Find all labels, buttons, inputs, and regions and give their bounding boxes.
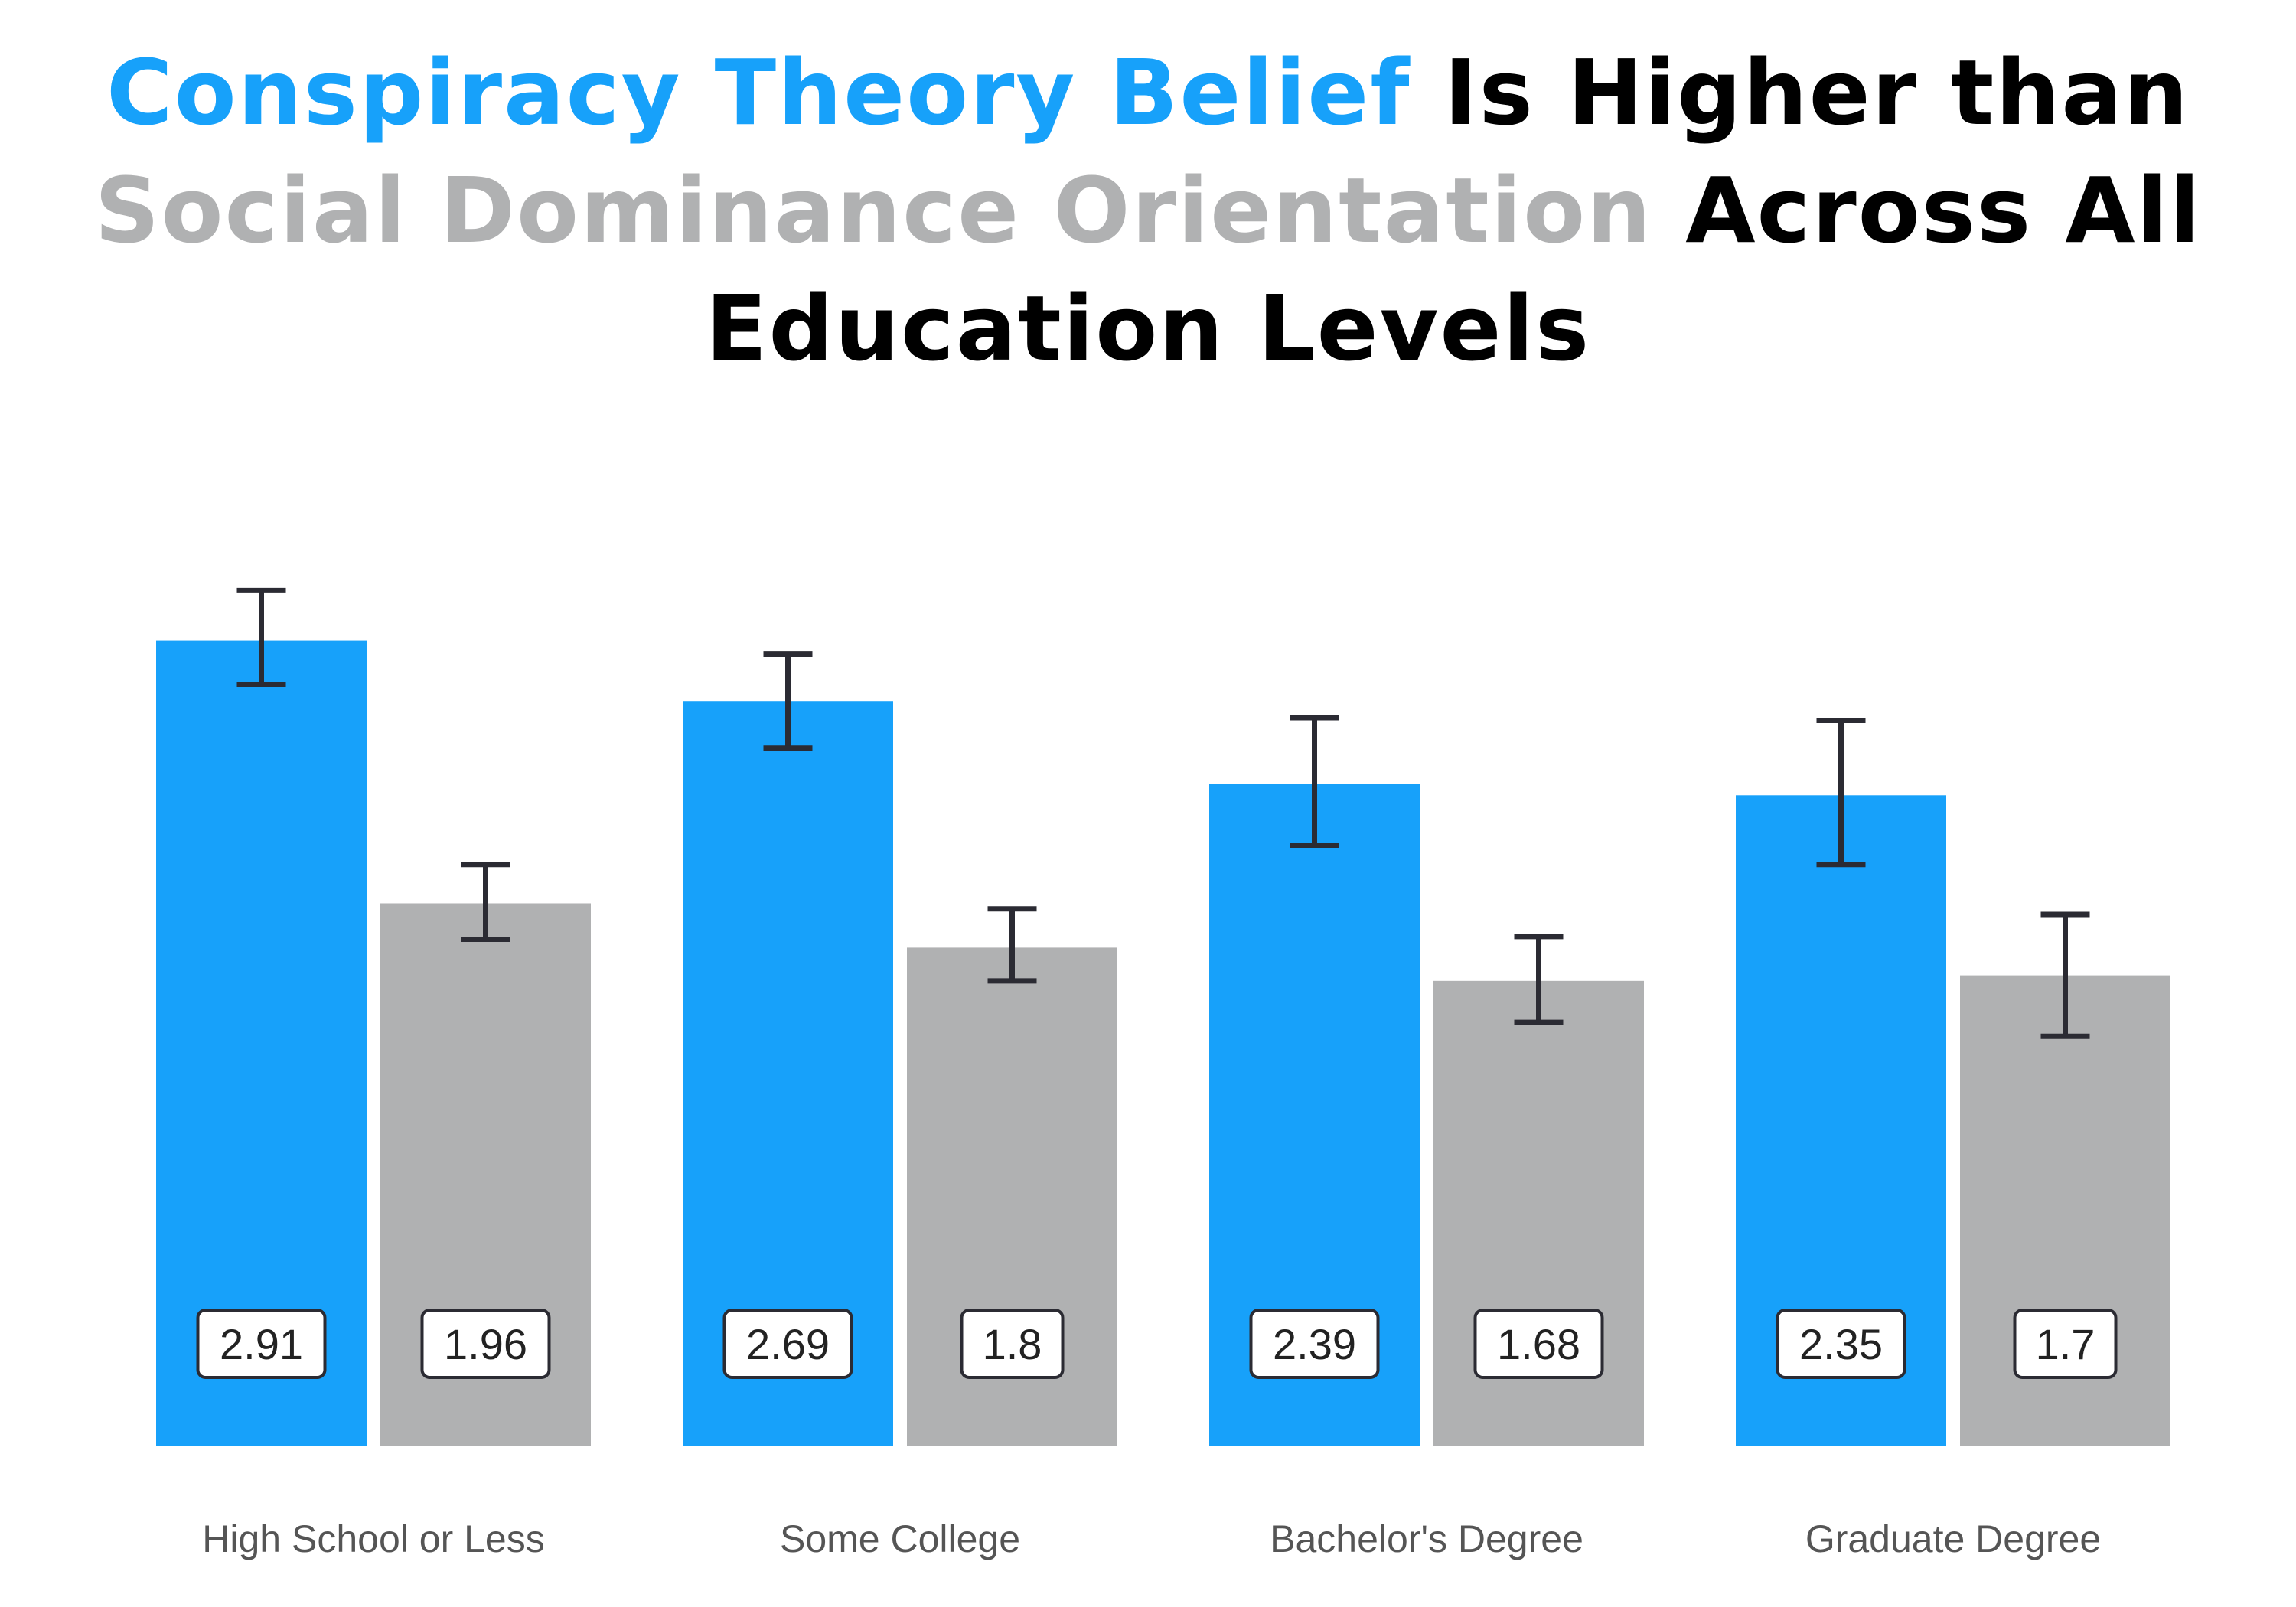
category-label-2: Bachelor's Degree	[1270, 1517, 1583, 1560]
svg-text:2.39: 2.39	[1273, 1320, 1356, 1368]
value-label-sdo-1: 1.8	[960, 1309, 1065, 1379]
chart-title: Conspiracy Theory Belief Is Higher than …	[0, 34, 2296, 387]
error-bars-layer	[236, 587, 2090, 1039]
svg-text:2.35: 2.35	[1799, 1320, 1883, 1368]
value-label-sdo-2: 1.68	[1473, 1309, 1604, 1379]
value-label-conspiracy-2: 2.39	[1249, 1309, 1380, 1379]
category-label-3: Graduate Degree	[1805, 1517, 2101, 1560]
error-bar-sdo-0	[461, 862, 510, 943]
value-labels-layer: 2.91 1.96 2.69 1.8 2.39 1.68 2.35 1.7	[196, 1309, 2118, 1379]
svg-text:1.8: 1.8	[983, 1320, 1042, 1368]
error-bar-conspiracy-3	[1816, 718, 1866, 868]
title-series2-name: Social Dominance Orientation	[94, 158, 1653, 263]
error-bar-conspiracy-1	[763, 651, 813, 751]
svg-text:1.7: 1.7	[2036, 1320, 2095, 1368]
value-label-conspiracy-3: 2.35	[1776, 1309, 1906, 1379]
svg-text:2.69: 2.69	[746, 1320, 830, 1368]
error-bar-sdo-2	[1514, 934, 1564, 1025]
svg-text:2.91: 2.91	[220, 1320, 303, 1368]
error-bar-conspiracy-2	[1290, 715, 1339, 848]
category-label-0: High School or Less	[202, 1517, 544, 1560]
title-text-1: Is Higher than	[1411, 40, 2190, 145]
error-bar-conspiracy-0	[236, 587, 286, 687]
value-label-sdo-0: 1.96	[420, 1309, 551, 1379]
value-label-conspiracy-1: 2.69	[722, 1309, 853, 1379]
title-text-2: Across All Education Levels	[705, 158, 2202, 381]
svg-text:1.96: 1.96	[444, 1320, 527, 1368]
value-label-sdo-3: 1.7	[2013, 1309, 2118, 1379]
title-series1-name: Conspiracy Theory Belief	[106, 40, 1411, 145]
error-bar-sdo-3	[2040, 911, 2090, 1039]
error-bar-sdo-1	[987, 906, 1037, 984]
category-labels-layer: High School or Less Some College Bachelor'…	[202, 1517, 2101, 1560]
svg-text:1.68: 1.68	[1497, 1320, 1580, 1368]
category-label-1: Some College	[780, 1517, 1020, 1560]
value-label-conspiracy-0: 2.91	[196, 1309, 327, 1379]
